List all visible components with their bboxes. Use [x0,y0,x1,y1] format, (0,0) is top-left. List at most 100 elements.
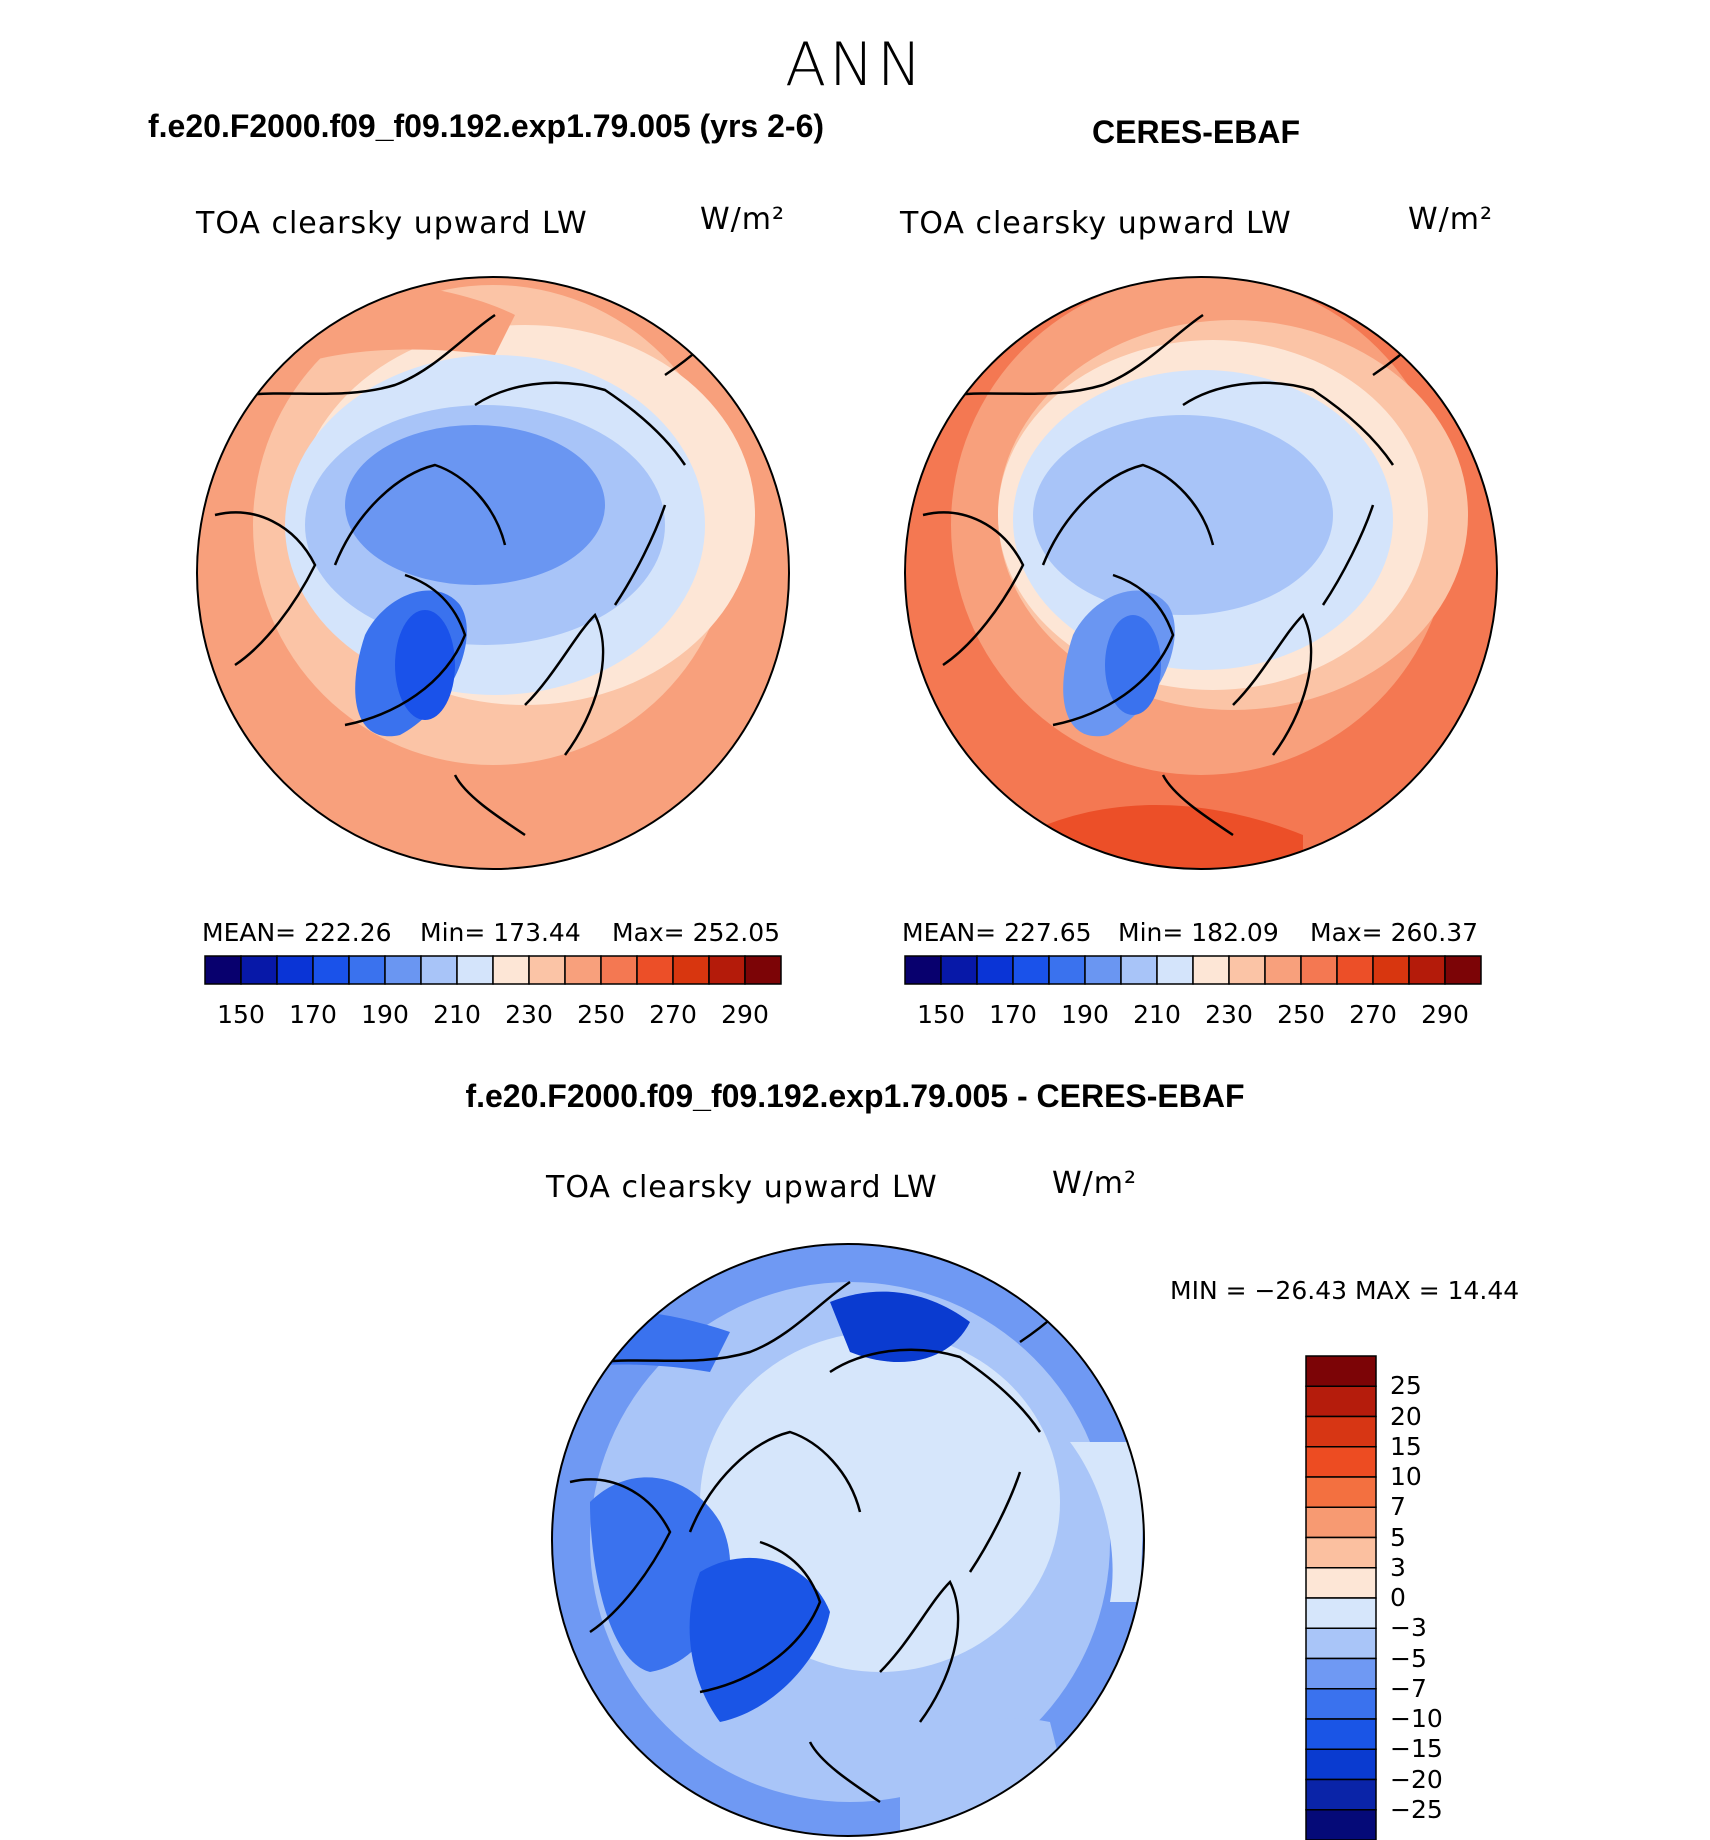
colorbar-box [1300,955,1338,985]
model-max-stat: Max= 252.05 [612,918,781,947]
colorbar-box [1156,955,1194,985]
colorbar-tick-label: 250 [577,1000,625,1029]
colorbar-tick-label: 3 [1390,1552,1406,1582]
colorbar-tick-label: 170 [289,1000,337,1029]
model-mean-stat: MEAN= 222.26 [202,918,392,947]
obs-variable-label: TOA clearsky upward LW [900,206,1292,241]
colorbar-tick-label: −25 [1390,1794,1443,1824]
obs-mean-stat: MEAN= 227.65 [902,918,1092,947]
colorbar-box [348,955,386,985]
colorbar-box [636,955,674,985]
colorbar-box [1012,955,1050,985]
colorbar-tick-label: 170 [989,1000,1037,1029]
colorbar-tick-label: 25 [1390,1371,1422,1401]
colorbar-box [904,955,942,985]
model-colorbar [204,955,782,985]
colorbar-box [1305,1536,1377,1569]
colorbar-box [492,955,530,985]
colorbar-tick-label: 10 [1390,1462,1422,1491]
colorbar-box [600,955,638,985]
colorbar-box [1305,1718,1377,1750]
colorbar-box [1305,1506,1377,1539]
diff-case-title: f.e20.F2000.f09_f09.192.exp1.79.005 - CE… [465,1078,1245,1114]
colorbar-box [976,955,1014,985]
colorbar-tick-label: −7 [1390,1673,1427,1703]
colorbar-box [672,955,710,985]
colorbar-tick-label: −5 [1390,1643,1427,1673]
colorbar-tick-label: 250 [1277,1000,1325,1029]
colorbar-box [1305,1688,1377,1720]
model-min-stat: Min= 173.44 [420,918,581,947]
colorbar-box [1264,955,1302,985]
colorbar-box [1305,1385,1377,1418]
obs-units-label: W/m² [1408,202,1494,237]
colorbar-box [1305,1748,1377,1781]
model-units-label: W/m² [700,202,786,237]
colorbar-box [1305,1476,1377,1508]
colorbar-box [1084,955,1122,985]
colorbar-box [708,955,746,985]
obs-max-stat: Max= 260.37 [1310,918,1479,947]
colorbar-box [1305,1778,1377,1811]
colorbar-box [1192,955,1230,985]
colorbar-box [940,955,978,985]
obs-colorbar [904,955,1482,985]
obs-colorbar-ticks: 150 170 190 210 230 250 270 290 [0,1000,1710,1030]
colorbar-tick-label: 20 [1390,1401,1422,1431]
colorbar-box [1336,955,1374,985]
colorbar-tick-label: 7 [1390,1492,1406,1522]
colorbar-tick-label: 270 [649,1000,697,1029]
colorbar-box [744,955,782,985]
colorbar-tick-label: 230 [1205,1000,1253,1029]
colorbar-box [1305,1657,1377,1690]
colorbar-box [1305,1355,1377,1387]
colorbar-box [1305,1567,1377,1599]
obs-case-title: CERES-EBAF [1092,114,1301,150]
colorbar-tick-label: 290 [721,1000,769,1029]
model-colorbar-ticks: 150 170 190 210 230 250 270 290 [0,1000,1710,1030]
colorbar-box [276,955,314,985]
colorbar-box [564,955,602,985]
colorbar-box [204,955,242,985]
colorbar-box [1305,1597,1377,1629]
colorbar-box [240,955,278,985]
colorbar-box [1305,1627,1377,1660]
model-polar-map [196,276,790,870]
diff-polar-map [551,1243,1145,1837]
diff-min-max: MIN = −26.43 MAX = 14.44 [1170,1276,1520,1305]
colorbar-box [420,955,458,985]
colorbar-tick-label: −15 [1390,1734,1443,1764]
colorbar-box [1305,1415,1377,1448]
model-case-title: f.e20.F2000.f09_f09.192.exp1.79.005 (yrs… [148,108,825,144]
colorbar-tick-label: 190 [361,1000,409,1029]
diff-colorbar [1305,1355,1377,1840]
colorbar-tick-label: 190 [1061,1000,1109,1029]
colorbar-tick-label: −3 [1390,1613,1427,1643]
colorbar-tick-label: 150 [217,1000,265,1029]
colorbar-tick-label: 150 [917,1000,965,1029]
colorbar-tick-label: 210 [1133,1000,1181,1029]
colorbar-tick-label: 290 [1421,1000,1469,1029]
colorbar-box [1444,955,1482,985]
model-variable-label: TOA clearsky upward LW [196,206,588,241]
colorbar-tick-label: 230 [505,1000,553,1029]
colorbar-box [1372,955,1410,985]
obs-min-stat: Min= 182.09 [1118,918,1279,947]
diff-colorbar-ticks: 25 20 15 10 7 5 3 0 −3 −5 −7 −10 −15 −20 −25 [1390,1356,1590,1840]
colorbar-box [1305,1809,1377,1840]
figure-title: ANN [785,30,925,100]
colorbar-tick-label: 5 [1390,1522,1406,1552]
colorbar-box [1228,955,1266,985]
colorbar-tick-label: 0 [1390,1583,1406,1612]
colorbar-box [456,955,494,985]
colorbar-box [312,955,350,985]
colorbar-tick-label: −20 [1390,1764,1443,1794]
colorbar-tick-label: 210 [433,1000,481,1029]
colorbar-box [1120,955,1158,985]
diff-units-label: W/m² [1052,1166,1138,1201]
colorbar-tick-label: −10 [1390,1704,1443,1733]
colorbar-box [1048,955,1086,985]
colorbar-box [528,955,566,985]
colorbar-tick-label: 15 [1390,1431,1422,1461]
colorbar-box [1408,955,1446,985]
